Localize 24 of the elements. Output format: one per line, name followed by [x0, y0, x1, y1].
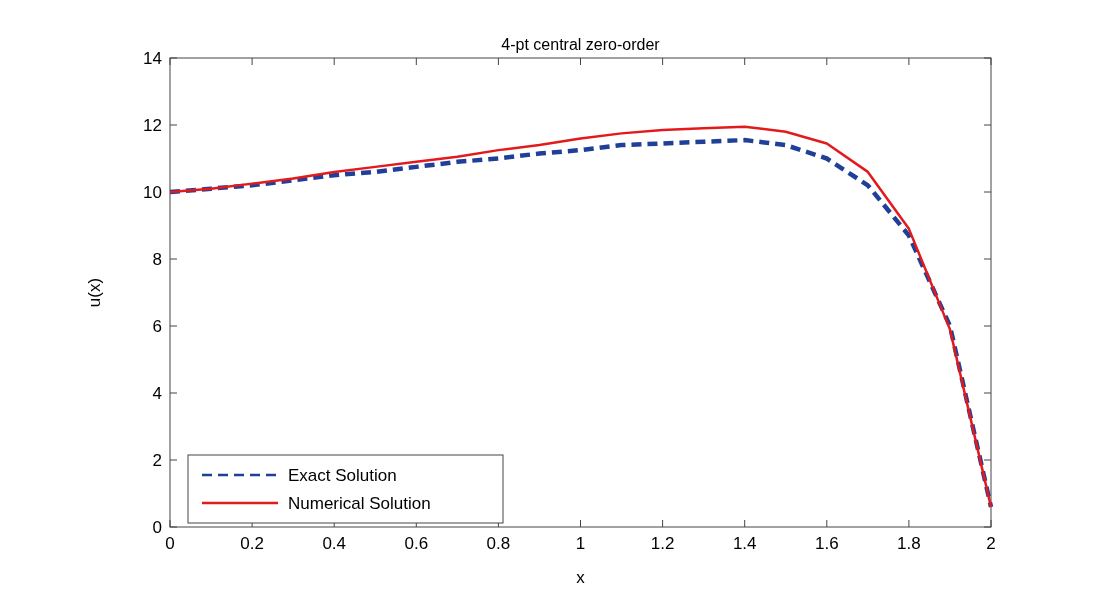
y-axis-title: u(x): [85, 277, 104, 308]
y-tick-label: 12: [143, 116, 162, 135]
x-axis-title: x: [576, 568, 586, 587]
x-tick-label: 0.8: [486, 534, 511, 553]
legend-label: Exact Solution: [288, 466, 397, 485]
x-tick-label: 1.2: [650, 534, 675, 553]
x-tick-label: 1.8: [897, 534, 921, 553]
legend-label: Numerical Solution: [288, 494, 431, 513]
x-tick-label: 2: [986, 534, 996, 553]
y-tick-label: 8: [152, 250, 162, 269]
y-tick-label: 6: [152, 317, 162, 336]
y-tick-label: 0: [152, 518, 162, 537]
y-tick-label: 14: [143, 49, 162, 68]
x-tick-label: 0.6: [404, 534, 429, 553]
x-tick-label: 0.4: [322, 534, 347, 553]
y-tick-label: 10: [143, 183, 162, 202]
y-tick-label: 4: [152, 384, 162, 403]
y-tick-label: 2: [152, 451, 162, 470]
chart-title: 4-pt central zero-order: [501, 36, 661, 53]
x-tick-label: 1.4: [732, 534, 757, 553]
x-tick-label: 1.6: [814, 534, 839, 553]
x-tick-label: 1: [575, 534, 586, 553]
x-tick-label: 0.2: [240, 534, 264, 553]
x-tick-label: 0: [165, 534, 175, 553]
